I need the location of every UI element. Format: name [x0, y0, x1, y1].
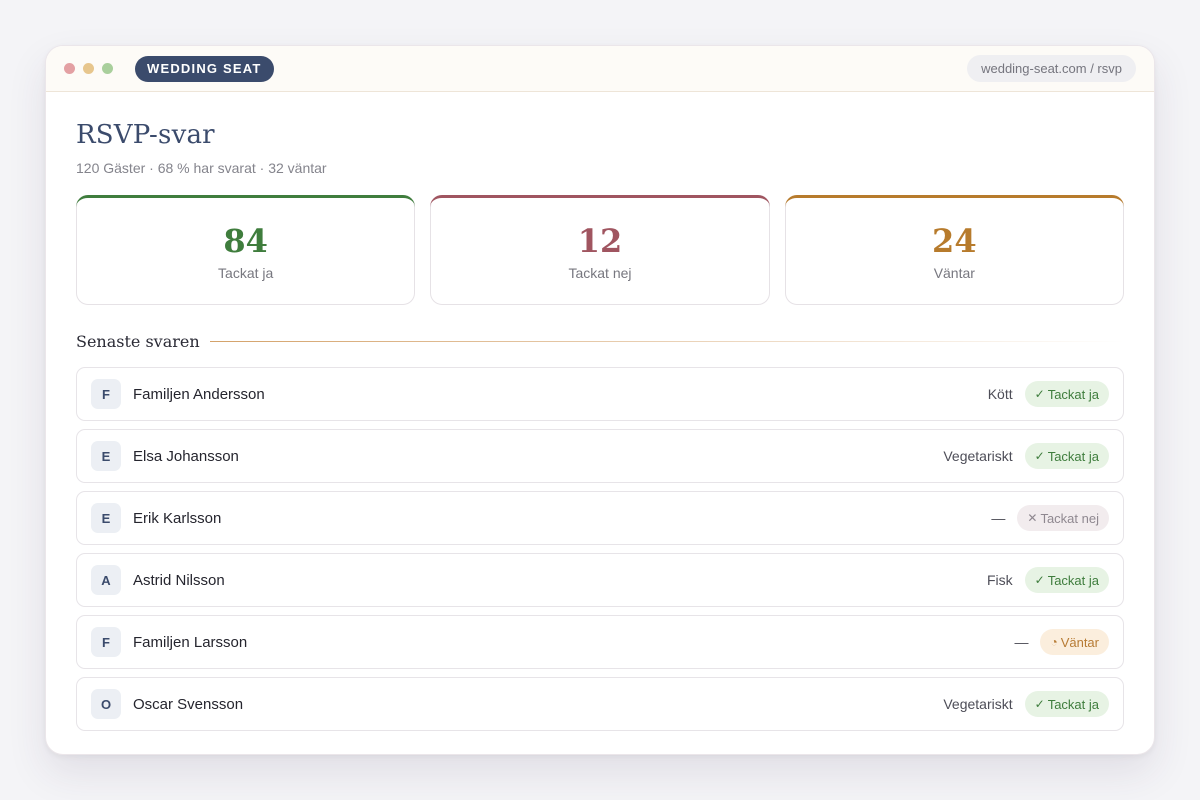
check-icon: ✓: [1034, 697, 1045, 711]
stat-label: Väntar: [933, 265, 975, 281]
title-bar: WEDDING SEAT wedding-seat.com / rsvp: [46, 46, 1154, 92]
list-item[interactable]: O Oscar Svensson Vegetariskt ✓ Tackat ja: [76, 677, 1124, 731]
stat-value: 84: [223, 222, 268, 260]
check-icon: ✓: [1034, 449, 1045, 463]
stat-card-accepted: 84 Tackat ja: [76, 195, 416, 305]
guest-name: Erik Karlsson: [133, 509, 222, 527]
check-icon: ✓: [1034, 573, 1045, 587]
avatar: E: [91, 441, 121, 471]
clock-icon: ◔: [1050, 635, 1058, 649]
status-badge: ✓ Tackat ja: [1024, 443, 1109, 469]
status-label: Tackat ja: [1047, 448, 1099, 464]
app-window: WEDDING SEAT wedding-seat.com / rsvp RSV…: [45, 45, 1155, 755]
avatar: E: [91, 503, 121, 533]
address-bar[interactable]: wedding-seat.com / rsvp: [967, 55, 1136, 82]
status-label: Tackat ja: [1047, 386, 1099, 402]
section-header: Senaste svaren: [76, 332, 1124, 351]
list-item[interactable]: F Familjen Andersson Kött ✓ Tackat ja: [76, 367, 1124, 421]
brand-badge: WEDDING SEAT: [135, 55, 274, 82]
status-label: Tackat ja: [1047, 572, 1099, 588]
maximize-window-button[interactable]: [102, 63, 113, 74]
minimize-window-button[interactable]: [83, 63, 94, 74]
guest-name: Astrid Nilsson: [133, 571, 225, 589]
page-subtitle: 120 Gäster · 68 % har svarat · 32 väntar: [76, 160, 327, 176]
avatar: A: [91, 565, 121, 595]
page-title: RSVP-svar: [76, 120, 215, 150]
guest-name: Familjen Larsson: [133, 633, 248, 651]
close-window-button[interactable]: [64, 63, 75, 74]
stat-label: Tackat nej: [568, 265, 632, 281]
status-badge: ✓ Tackat ja: [1024, 567, 1109, 593]
list-item[interactable]: E Elsa Johansson Vegetariskt ✓ Tackat ja: [76, 429, 1124, 483]
meal-choice: —: [1014, 634, 1029, 650]
cross-icon: ✕: [1027, 511, 1038, 525]
status-label: Tackat ja: [1047, 696, 1099, 712]
status-label: Väntar: [1060, 634, 1099, 650]
status-badge: ✓ Tackat ja: [1024, 381, 1109, 407]
meal-choice: Vegetariskt: [943, 448, 1013, 464]
stat-card-pending: 24 Väntar: [784, 195, 1125, 305]
meal-choice: Kött: [987, 386, 1013, 402]
check-icon: ✓: [1034, 387, 1045, 401]
stat-label: Tackat ja: [218, 265, 274, 281]
avatar: O: [91, 689, 121, 719]
section-divider: [209, 341, 1124, 342]
stat-value: 12: [577, 222, 623, 260]
list-item[interactable]: F Familjen Larsson — ◔ Väntar: [76, 615, 1124, 669]
meal-choice: Vegetariskt: [943, 696, 1013, 712]
section-title: Senaste svaren: [76, 332, 200, 351]
meal-choice: Fisk: [986, 572, 1013, 588]
avatar: F: [91, 627, 121, 657]
status-label: Tackat nej: [1040, 510, 1099, 526]
guest-name: Familjen Andersson: [133, 385, 265, 403]
stats-row: 84 Tackat ja 12 Tackat nej 24 Väntar: [76, 195, 1125, 305]
stat-card-declined: 12 Tackat nej: [430, 195, 770, 305]
response-list: F Familjen Andersson Kött ✓ Tackat ja E …: [76, 367, 1124, 731]
avatar: F: [91, 379, 121, 409]
status-badge: ◔ Väntar: [1040, 629, 1109, 655]
list-item[interactable]: E Erik Karlsson — ✕ Tackat nej: [76, 491, 1124, 545]
meal-choice: —: [991, 510, 1006, 526]
status-badge: ✓ Tackat ja: [1024, 691, 1109, 717]
stat-value: 24: [932, 222, 977, 260]
list-item[interactable]: A Astrid Nilsson Fisk ✓ Tackat ja: [76, 553, 1124, 607]
status-badge: ✕ Tackat nej: [1017, 505, 1109, 531]
main-content: RSVP-svar 120 Gäster · 68 % har svarat ·…: [46, 92, 1154, 731]
guest-name: Elsa Johansson: [133, 447, 239, 465]
guest-name: Oscar Svensson: [133, 695, 244, 713]
